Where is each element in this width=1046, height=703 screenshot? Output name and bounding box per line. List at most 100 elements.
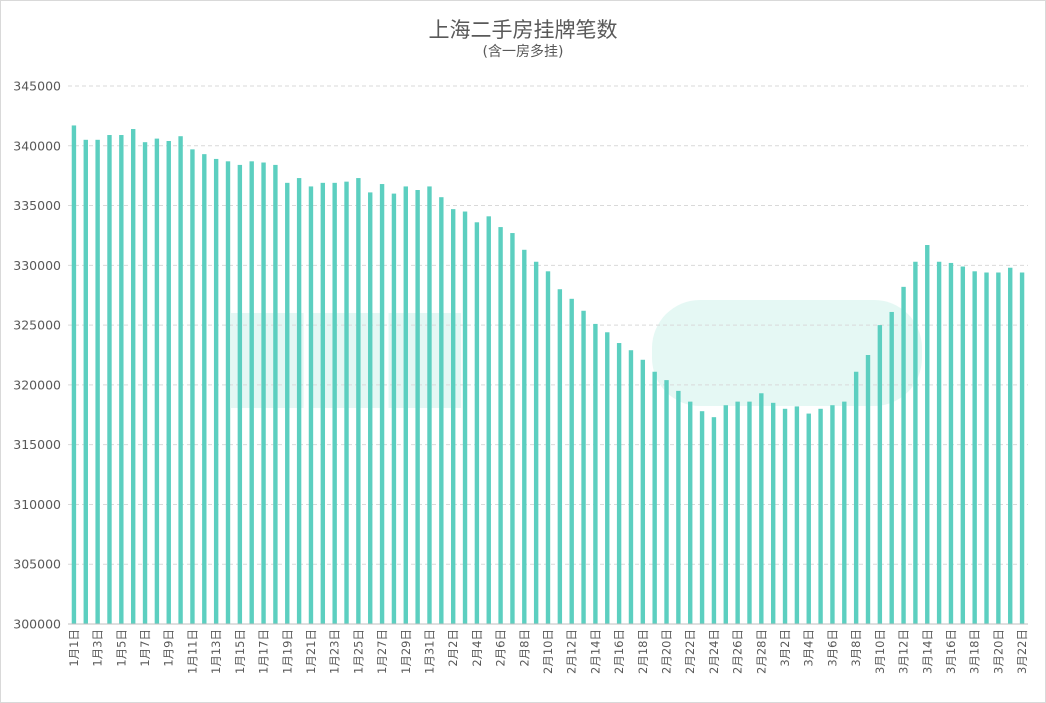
bar bbox=[486, 216, 491, 624]
x-tick-label: 1月11日 bbox=[185, 629, 199, 674]
bar bbox=[853, 371, 859, 624]
bar bbox=[510, 233, 515, 625]
bar bbox=[723, 405, 728, 624]
bar bbox=[1008, 267, 1013, 624]
bar bbox=[154, 138, 160, 624]
bar bbox=[344, 181, 349, 624]
bar bbox=[249, 161, 254, 624]
bar bbox=[652, 371, 657, 624]
x-tick-label: 2月12日 bbox=[565, 629, 579, 674]
bar bbox=[782, 408, 788, 624]
bar bbox=[142, 142, 148, 624]
bar bbox=[569, 298, 574, 624]
bar bbox=[439, 197, 444, 624]
x-tick-label: 2月26日 bbox=[731, 629, 745, 674]
y-axis-ticks: 300000 305000 310000 315000 320000 325000 3300… bbox=[13, 79, 61, 632]
bar bbox=[71, 125, 77, 624]
x-tick-label: 2月20日 bbox=[660, 629, 674, 674]
y-tick-label: 330000 bbox=[13, 258, 61, 273]
bar bbox=[688, 401, 693, 624]
x-tick-label: 2月24日 bbox=[707, 629, 721, 674]
y-tick-label: 345000 bbox=[13, 79, 61, 94]
bar bbox=[427, 186, 432, 624]
x-tick-label: 3月20日 bbox=[991, 629, 1005, 674]
bar bbox=[960, 266, 966, 624]
x-tick-label: 1月27日 bbox=[375, 629, 389, 674]
bar bbox=[213, 158, 219, 624]
bar bbox=[593, 323, 598, 624]
bar bbox=[616, 343, 622, 624]
bar bbox=[178, 136, 183, 624]
bar bbox=[498, 227, 503, 624]
x-tick-label: 3月10日 bbox=[873, 629, 887, 674]
y-tick-label: 305000 bbox=[13, 557, 61, 572]
x-tick-label: 3月4日 bbox=[802, 629, 816, 667]
chart-title: 上海二手房挂牌笔数 bbox=[428, 18, 618, 42]
bar bbox=[522, 249, 527, 625]
y-tick-label: 310000 bbox=[13, 497, 61, 512]
x-tick-label: 2月8日 bbox=[517, 629, 531, 667]
bar bbox=[95, 139, 100, 625]
x-tick-label: 1月13日 bbox=[209, 629, 223, 674]
bar bbox=[889, 311, 894, 624]
x-tick-label: 2月4日 bbox=[470, 629, 484, 667]
bar bbox=[462, 211, 468, 624]
x-tick-label: 1月29日 bbox=[399, 629, 413, 674]
bars bbox=[71, 125, 1025, 625]
bar bbox=[842, 401, 847, 624]
bar bbox=[403, 186, 408, 624]
bar bbox=[261, 162, 266, 624]
bar bbox=[664, 380, 669, 624]
bar bbox=[107, 135, 112, 624]
bar bbox=[356, 178, 361, 624]
bar bbox=[450, 209, 456, 624]
bar bbox=[605, 332, 610, 624]
bar bbox=[640, 359, 646, 624]
bar bbox=[1019, 272, 1025, 624]
bar bbox=[320, 182, 326, 624]
bar bbox=[699, 411, 705, 624]
bar bbox=[190, 149, 195, 625]
bar bbox=[581, 310, 586, 624]
bar bbox=[865, 355, 871, 624]
bar bbox=[735, 401, 740, 624]
y-tick-label: 300000 bbox=[13, 617, 61, 632]
bar bbox=[237, 164, 243, 624]
x-tick-label: 3月18日 bbox=[968, 629, 982, 674]
bar bbox=[166, 141, 171, 624]
bar bbox=[202, 154, 207, 624]
bar bbox=[83, 139, 88, 625]
bar bbox=[877, 325, 883, 624]
bar bbox=[676, 390, 681, 624]
bar bbox=[759, 393, 764, 624]
x-tick-label: 3月16日 bbox=[944, 629, 958, 674]
bar bbox=[474, 222, 480, 625]
bar bbox=[368, 192, 373, 624]
x-tick-label: 1月25日 bbox=[351, 629, 365, 674]
x-tick-label: 2月10日 bbox=[541, 629, 555, 674]
bar bbox=[711, 417, 717, 624]
bar bbox=[308, 186, 314, 624]
x-tick-label: 1月3日 bbox=[91, 629, 105, 667]
bar bbox=[830, 405, 835, 624]
bar bbox=[332, 182, 337, 624]
chart-subtitle: (含一房多挂) bbox=[482, 44, 564, 60]
x-tick-label: 1月31日 bbox=[422, 629, 436, 674]
x-tick-label: 1月17日 bbox=[257, 629, 271, 674]
x-axis-ticks: 1月1日 1月3日 1月5日 1月7日 1月9日 1月11日 1月13日 1月15日 1月17日… bbox=[67, 629, 1029, 674]
bar bbox=[285, 182, 290, 624]
y-tick-label: 340000 bbox=[13, 138, 61, 153]
x-tick-label: 1月21日 bbox=[304, 629, 318, 674]
x-tick-label: 3月2日 bbox=[778, 629, 792, 667]
bar bbox=[533, 261, 539, 624]
bar bbox=[984, 272, 989, 624]
x-tick-label: 1月19日 bbox=[280, 629, 294, 674]
bar bbox=[557, 289, 563, 624]
bar bbox=[119, 135, 124, 624]
x-tick-label: 2月18日 bbox=[636, 629, 650, 674]
bar bbox=[391, 193, 397, 624]
x-tick-label: 3月22日 bbox=[1015, 629, 1029, 674]
bar bbox=[913, 261, 918, 624]
bar bbox=[379, 184, 385, 625]
